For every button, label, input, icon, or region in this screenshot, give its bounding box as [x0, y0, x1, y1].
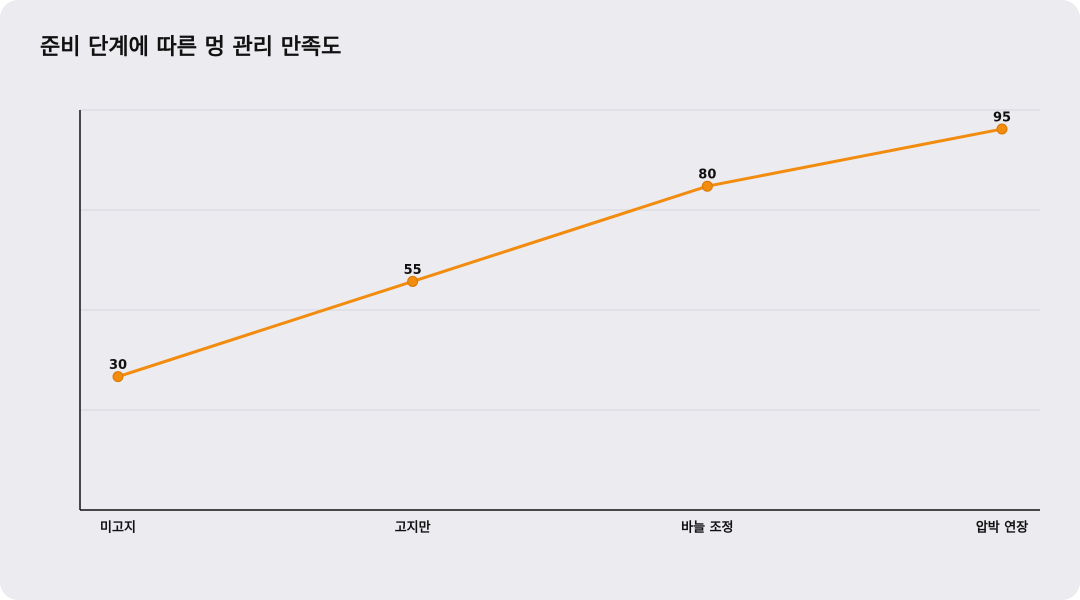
point: [407, 275, 419, 287]
x-tick-label: 고지만: [395, 520, 431, 536]
chart-title: 준비 단계에 따른 멍 관리 만족도: [40, 35, 341, 60]
line: [117, 127, 1003, 379]
point: [996, 123, 1008, 135]
data-label: 80: [698, 168, 716, 183]
x-tick-label: 바늘 조정: [681, 520, 733, 536]
data-label: 95: [993, 111, 1011, 126]
x-tick-label: 압박 연장: [976, 520, 1028, 536]
x-tick-label: 미고지: [100, 520, 136, 536]
point: [112, 371, 124, 383]
data-label: 55: [404, 263, 422, 278]
data-label: 30: [109, 358, 127, 373]
point: [701, 180, 713, 192]
